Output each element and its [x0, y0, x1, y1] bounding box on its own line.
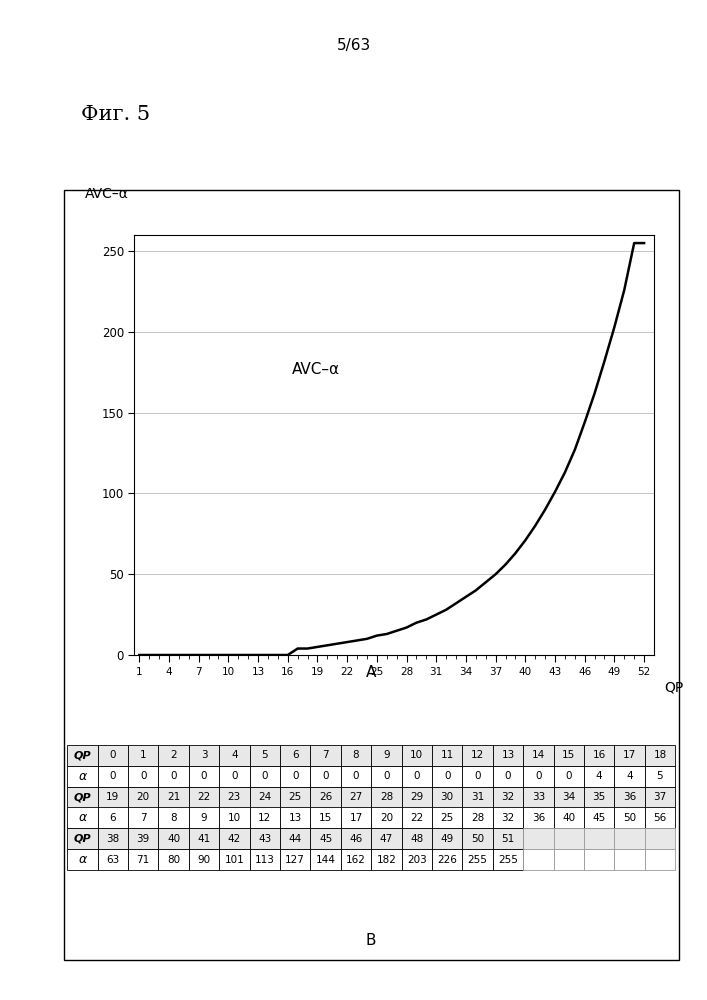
Text: A: A	[366, 665, 376, 680]
Text: AVC–α: AVC–α	[85, 187, 129, 201]
Text: QP: QP	[665, 680, 684, 694]
Text: B: B	[366, 933, 376, 948]
Text: 5/63: 5/63	[337, 38, 370, 53]
Text: AVC–α: AVC–α	[292, 362, 340, 377]
Text: Фиг. 5: Фиг. 5	[81, 105, 151, 124]
